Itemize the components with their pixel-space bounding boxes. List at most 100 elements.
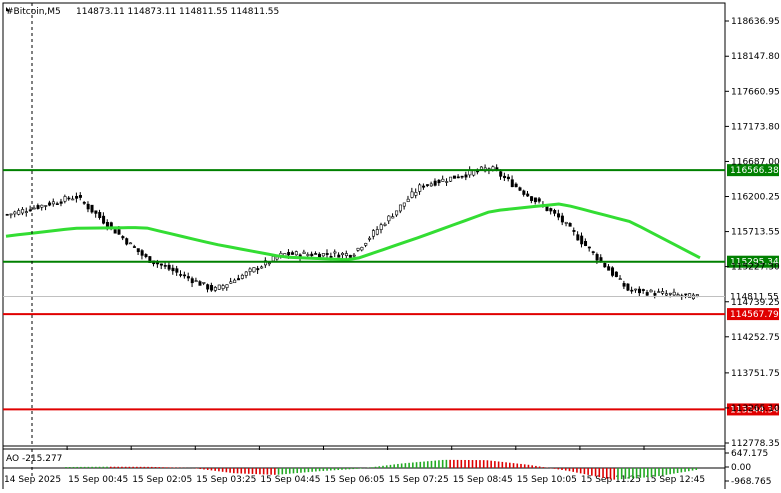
candle-body xyxy=(271,256,275,262)
candle-body xyxy=(306,254,310,256)
time-tick-label: 15 Sep 00:45 xyxy=(68,475,128,485)
candle-body xyxy=(634,288,638,291)
collapse-arrow-icon[interactable] xyxy=(6,7,10,11)
candle-body xyxy=(614,271,618,277)
candle-body xyxy=(21,209,25,214)
candle-body xyxy=(310,253,314,257)
time-tick-label: 15 Sep 04:45 xyxy=(260,475,320,485)
level-label-support-upper: 114567.79 xyxy=(730,310,779,320)
candle-body xyxy=(86,203,90,210)
ao-scale-label: 0.00 xyxy=(731,463,751,473)
candle-body xyxy=(410,191,414,198)
candle-body xyxy=(175,268,179,273)
level-label-bg-support-lower xyxy=(727,403,779,416)
candle-body xyxy=(171,267,175,272)
candle-body xyxy=(252,267,256,273)
candle-body xyxy=(452,175,456,179)
candle-body xyxy=(387,215,391,222)
candle-body xyxy=(518,187,522,191)
candle-body xyxy=(217,284,221,290)
candle-body xyxy=(479,166,483,170)
candle-body xyxy=(13,211,17,215)
candle-body xyxy=(622,283,626,287)
candle-body xyxy=(260,266,264,269)
candle-body xyxy=(186,276,190,279)
candle-body xyxy=(576,234,580,241)
level-label-bg-resistance-upper xyxy=(727,164,779,177)
candle-body xyxy=(433,180,437,186)
price-tick-label: 118147.80 xyxy=(731,52,780,62)
time-tick-label: 15 Sep 07:25 xyxy=(389,475,449,485)
candle-body xyxy=(402,202,406,207)
candle-body xyxy=(568,222,572,227)
candle-body xyxy=(248,268,252,272)
candle-body xyxy=(526,193,530,197)
level-label-resistance-upper: 116566.38 xyxy=(730,166,779,176)
candle-body xyxy=(672,291,676,296)
candle-body xyxy=(344,253,348,257)
candle-body xyxy=(125,238,129,245)
level-label-current-price: 114811.55 xyxy=(730,293,779,303)
price-tick-label: 115713.55 xyxy=(731,228,780,238)
candle-body xyxy=(321,253,325,257)
candle-body xyxy=(429,183,433,187)
candle-body xyxy=(422,185,426,188)
candle-body xyxy=(237,278,241,281)
candle-body xyxy=(159,263,163,266)
ao-histogram xyxy=(65,459,698,480)
candle-body xyxy=(202,282,206,284)
candle-body xyxy=(132,246,136,248)
price-tick-label: 116200.25 xyxy=(731,193,780,203)
time-axis: 14 Sep 2025 15 Sep 00:45 15 Sep 02:05 15 Se… xyxy=(2,446,705,485)
candle-body xyxy=(183,274,187,277)
time-tick-label: 15 Sep 03:25 xyxy=(196,475,256,485)
candle-body xyxy=(653,293,657,296)
candle-body xyxy=(63,196,67,202)
candle-body xyxy=(341,253,345,256)
chart-header-ohlc: 114873.11 114873.11 114811.55 114811.55 xyxy=(76,7,279,17)
price-tick-label: 114252.75 xyxy=(731,333,780,343)
candle-body xyxy=(661,291,665,294)
candle-body xyxy=(121,236,125,239)
price-axis: 118636.95 118147.80 117660.95 117173.80 1166… xyxy=(725,17,780,449)
level-label-bg-support-upper xyxy=(727,308,779,321)
candle-body xyxy=(641,289,645,291)
candle-body xyxy=(375,229,379,235)
candle-body xyxy=(649,289,653,293)
candle-body xyxy=(348,254,352,258)
candle-body xyxy=(117,229,121,235)
candle-body xyxy=(684,293,688,296)
candle-body xyxy=(102,215,106,224)
candle-body xyxy=(595,254,599,261)
candle-body xyxy=(580,235,584,245)
candle-body xyxy=(368,237,372,240)
candle-body xyxy=(364,242,368,246)
candle-body xyxy=(472,170,476,176)
candle-body xyxy=(391,216,395,219)
candle-body xyxy=(557,213,561,218)
candle-body xyxy=(136,248,140,253)
price-tick-label: 114739.25 xyxy=(731,298,780,308)
candle-body xyxy=(591,251,595,253)
candle-body xyxy=(48,202,52,206)
candle-body xyxy=(510,179,514,188)
price-tick-label: 113265.10 xyxy=(731,404,780,414)
candle-body xyxy=(537,198,541,202)
candle-body xyxy=(32,207,36,210)
price-tick-label: 117173.80 xyxy=(731,122,780,132)
candle-body xyxy=(449,176,453,182)
candle-body xyxy=(291,252,295,255)
ao-scale-label: -968.765 xyxy=(731,477,771,487)
candle-body xyxy=(564,221,568,224)
candle-body xyxy=(545,206,549,212)
candle-body xyxy=(618,278,622,280)
candle-body xyxy=(59,201,63,204)
candle-body xyxy=(464,174,468,178)
candle-body xyxy=(98,212,102,218)
level-label-bg-resistance-lower xyxy=(727,255,779,268)
moving-average-series xyxy=(5,202,701,262)
candle-body xyxy=(9,213,13,216)
candle-body xyxy=(638,288,642,294)
